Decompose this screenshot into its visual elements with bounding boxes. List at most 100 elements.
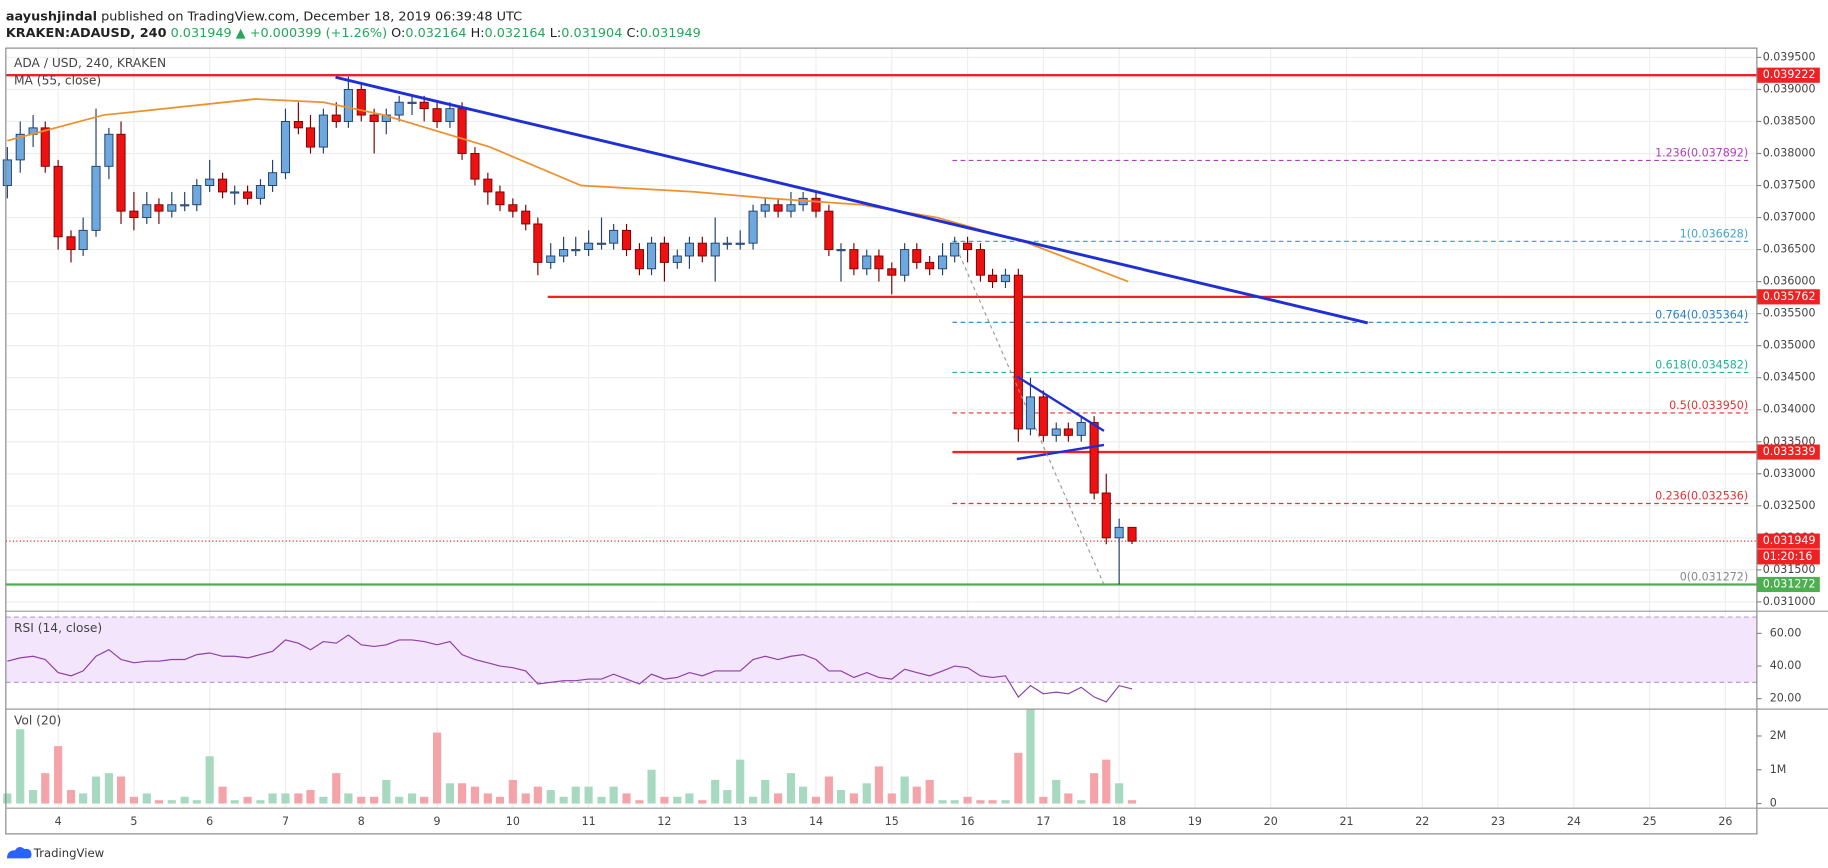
candle-body (646, 242, 657, 270)
candle-body (356, 88, 366, 116)
candle-body (697, 242, 707, 257)
candle-body (874, 255, 884, 270)
volume-bar (533, 786, 542, 804)
candle-body (975, 249, 985, 276)
timer: 01:20:16 (1763, 550, 1813, 563)
candle-body (938, 255, 948, 270)
volume-bar (1014, 752, 1023, 804)
x-tick-label: 13 (733, 815, 747, 828)
volume-bar (129, 796, 138, 804)
volume-bar (116, 776, 126, 804)
fib-label: 0.5(0.033950) (1669, 399, 1748, 412)
y-tick-label: 0.036000 (1763, 275, 1816, 288)
candle-body (154, 204, 164, 212)
rsi-tick-label: 60.00 (1770, 626, 1802, 639)
volume-bar (874, 766, 883, 804)
candle-body (91, 165, 101, 231)
volume-bar (1001, 800, 1010, 804)
volume-bar (470, 786, 480, 804)
candle-body (40, 127, 50, 167)
volume-bar (900, 776, 909, 804)
logo (6, 846, 32, 859)
ma-line (7, 98, 1129, 283)
candle-body (912, 249, 922, 263)
volume-bar (218, 786, 227, 804)
candle-body (1013, 274, 1023, 430)
volume-bar (887, 793, 896, 804)
volume-bar (912, 786, 921, 804)
y-tick-label: 0.035000 (1763, 339, 1816, 352)
volume-bar (925, 779, 934, 804)
candle-body (508, 204, 518, 212)
candle-body (2, 159, 12, 186)
fib-label: 0.236(0.032536) (1655, 490, 1748, 503)
c-label: C: (626, 25, 639, 40)
candle-body (584, 242, 594, 251)
candle-body (533, 223, 543, 263)
candle-body (722, 242, 732, 245)
volume-bar (382, 779, 391, 804)
volume-bar (66, 790, 76, 804)
y-tick-label: 0.037000 (1763, 211, 1816, 224)
candle-body (963, 242, 973, 251)
rsi-tick-label: 20.00 (1770, 692, 1802, 705)
quote-line: KRAKEN:ADAUSD, 240 0.031949 ▲ +0.000399 … (6, 25, 701, 40)
x-tick-label: 11 (582, 815, 596, 828)
candle-body (824, 210, 834, 251)
last-price-tag: 0.031949 (1763, 534, 1816, 547)
fib-label: 1(0.036628) (1680, 227, 1748, 240)
volume-bar (673, 796, 682, 804)
candle-body (407, 101, 417, 104)
candle-body (268, 172, 278, 186)
volume-bar (1127, 800, 1137, 804)
y-tick-label: 0.036500 (1763, 243, 1816, 256)
candle-body (457, 108, 467, 154)
candle-body (887, 268, 897, 276)
y-tick-label: 0.031500 (1763, 563, 1816, 576)
h-label: H: (471, 25, 485, 40)
volume-bar (988, 800, 997, 804)
o-label: O: (391, 25, 405, 40)
candle-body (78, 229, 88, 251)
y-tick-label: 0.034000 (1763, 403, 1816, 416)
y-tick-label: 0.038500 (1763, 114, 1816, 127)
l-value: 0.031904 (561, 25, 622, 40)
volume-bar (698, 800, 707, 804)
volume-bar (3, 793, 12, 804)
volume-bar (546, 790, 555, 804)
candle-body (684, 242, 694, 257)
y-tick-label: 0.032500 (1763, 499, 1816, 512)
x-tick-label: 23 (1491, 815, 1505, 828)
symbol: KRAKEN:ADAUSD, 240 (6, 25, 167, 40)
level-tag: 0.033339 (1763, 445, 1816, 458)
volume-bar (799, 786, 808, 804)
fib-label: 0(0.031272) (1680, 570, 1748, 583)
logo-icon (6, 846, 32, 859)
volume-bar (963, 796, 972, 804)
level-tag-bg (1756, 576, 1820, 593)
volume-bar (761, 779, 770, 804)
x-tick-label: 21 (1339, 815, 1353, 828)
o-value: 0.032164 (405, 25, 466, 40)
volume-bar (849, 793, 858, 804)
volume-tick-label: 2M (1770, 729, 1787, 742)
trend-line (335, 75, 1369, 325)
candle-body (129, 210, 139, 219)
candle-body (53, 165, 63, 238)
volume-bar (749, 796, 758, 804)
candle-body (318, 114, 328, 148)
volume-bar (862, 783, 871, 804)
volume-bar (142, 793, 151, 804)
volume-bar (609, 786, 618, 804)
rsi-band (5, 617, 1757, 683)
candle-body (735, 242, 745, 245)
x-tick-label: 14 (809, 815, 823, 828)
level-tag-bg (1756, 289, 1820, 305)
level-tag: 0.031272 (1763, 577, 1816, 590)
candle-body (571, 249, 581, 252)
candle-body (710, 242, 720, 257)
volume-title: Vol (20) (14, 713, 61, 727)
candle-body (836, 249, 846, 252)
volume-bar (154, 800, 163, 804)
plot-area: 4 5 6 7 8 9 10 11 12 13 14 15 16 17 18 19 20 21 22 23 24 25 26… (2, 48, 1820, 828)
